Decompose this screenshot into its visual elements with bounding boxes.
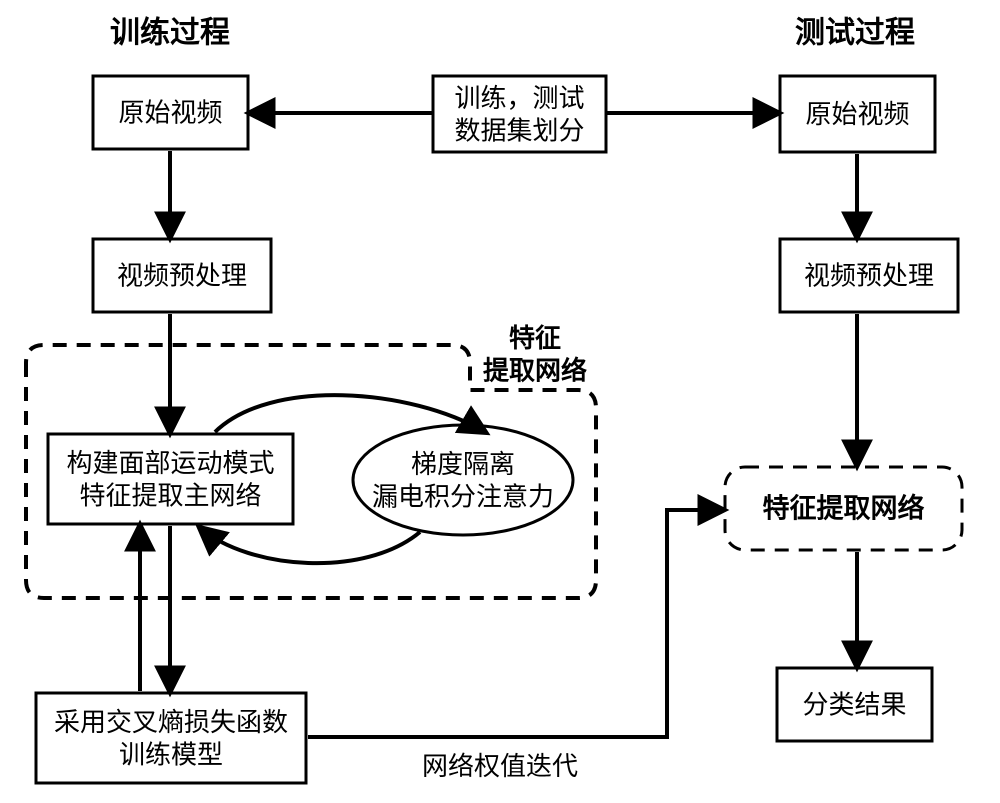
heading-left: 训练过程	[110, 16, 230, 50]
node-grad_ellipse-label-line-0: 梯度隔离	[411, 449, 515, 479]
node-grad_ellipse-label-line-1: 漏电积分注意力	[372, 481, 554, 511]
flowchart-canvas: 训练过程 测试过程特征提取网络 训练，测试数据集划分 原始视频 原始视频视频预处理 视频预…	[0, 0, 1000, 803]
feature-network-container-label-line-1: 提取网络	[483, 355, 587, 385]
node-test_prep-label-line-0: 视频预处理	[804, 261, 934, 291]
node-net_build-label-line-1: 特征提取主网络	[79, 480, 261, 510]
node-split-label-line-0: 训练，测试	[454, 83, 584, 113]
feature-network-container-label-line-0: 特征	[509, 323, 561, 353]
node-split-label-line-1: 数据集划分	[454, 115, 584, 145]
node-loss-label-line-1: 训练模型	[119, 739, 223, 769]
edge-loss-to-feat_test	[308, 510, 723, 737]
node-grad_ellipse	[353, 425, 573, 535]
node-feat_test-label-line-0: 特征提取网络	[763, 493, 925, 524]
node-net_build-label-line-0: 构建面部运动模式	[66, 448, 274, 478]
heading-right: 测试过程	[795, 17, 915, 50]
node-train_prep-label-line-0: 视频预处理	[117, 261, 247, 291]
edge-label-9: 网络权值迭代	[422, 751, 578, 781]
node-train_raw-label-line-0: 原始视频	[118, 98, 222, 128]
node-result-label-line-0: 分类结果	[802, 690, 906, 720]
loop-arc-bottom	[200, 528, 420, 563]
node-test_raw-label-line-0: 原始视频	[805, 99, 909, 129]
node-loss-label-line-0: 采用交叉熵损失函数	[54, 707, 288, 737]
